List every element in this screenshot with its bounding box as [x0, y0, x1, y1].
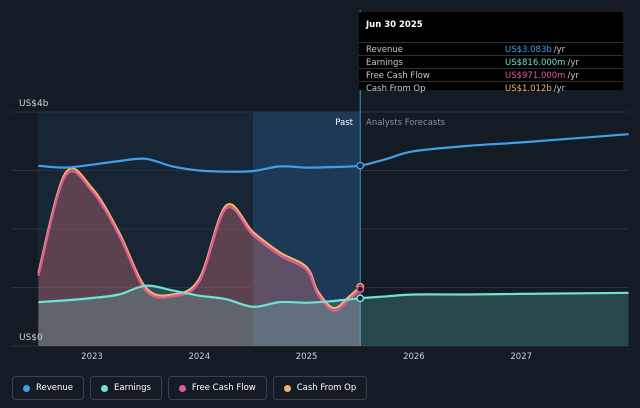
legend-item-earnings[interactable]: Earnings: [90, 376, 162, 400]
revenue-line: [38, 133, 629, 173]
x-tick-label: 2023: [81, 352, 103, 362]
revenue-marker: [356, 161, 365, 170]
earnings-line: [38, 284, 629, 308]
x-tick-label: 2025: [296, 352, 318, 362]
tooltip-row-earnings: Earnings US$816.000m/yr: [359, 55, 623, 69]
legend-item-revenue[interactable]: Revenue: [12, 376, 85, 400]
tooltip: Jun 30 2025 Revenue US$3.083b/yr Earning…: [359, 12, 623, 94]
x-tick-label: 2026: [403, 352, 425, 362]
legend-item-free-cash-flow[interactable]: Free Cash Flow: [167, 376, 267, 400]
legend-dot-icon: [101, 384, 109, 392]
tooltip-value: US$971.000m/yr: [505, 71, 579, 81]
tooltip-label: Earnings: [366, 58, 403, 68]
tooltip-label: Revenue: [366, 45, 404, 55]
free-cash-flow-marker: [356, 285, 365, 294]
tooltip-row-revenue: Revenue US$3.083b/yr: [359, 42, 623, 56]
tooltip-label: Free Cash Flow: [366, 71, 430, 81]
y-axis-max-label: US$4b: [19, 99, 49, 109]
tooltip-value: US$1.012b/yr: [505, 84, 566, 94]
free-cash-flow-line: [37, 170, 362, 313]
legend: Revenue Earnings Free Cash Flow Cash Fro…: [12, 376, 368, 400]
tooltip-label: Cash From Op: [366, 84, 426, 94]
legend-dot-icon: [23, 384, 30, 392]
legend-label: Free Cash Flow: [191, 383, 256, 393]
tooltip-row-free-cash-flow: Free Cash Flow US$971.000m/yr: [359, 68, 623, 82]
past-label: Past: [335, 118, 353, 128]
tooltip-value: US$3.083b/yr: [505, 45, 566, 55]
x-tick-label: 2027: [510, 352, 532, 362]
forecast-label: Analysts Forecasts: [366, 118, 446, 128]
cash-from-op-line: [37, 167, 362, 310]
y-axis-min-label: US$0: [19, 333, 43, 343]
legend-label: Cash From Op: [296, 383, 357, 393]
earnings-marker: [356, 294, 365, 303]
legend-label: Earnings: [114, 383, 151, 393]
legend-label: Revenue: [36, 383, 74, 393]
tooltip-row-cash-from-op: Cash From Op US$1.012b/yr: [359, 81, 623, 95]
legend-item-cash-from-op[interactable]: Cash From Op: [272, 376, 368, 400]
legend-dot-icon: [283, 384, 291, 392]
earnings-area: [38, 285, 629, 346]
tooltip-value: US$816.000m/yr: [505, 58, 579, 68]
x-tick-label: 2024: [188, 352, 210, 362]
tooltip-date: Jun 30 2025: [366, 20, 423, 30]
legend-dot-icon: [178, 384, 186, 392]
